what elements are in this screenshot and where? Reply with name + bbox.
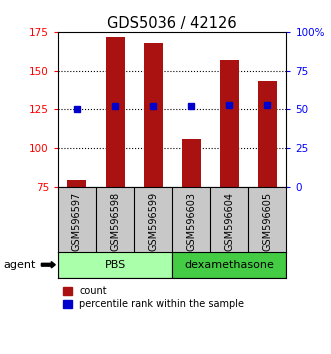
Text: GSM596605: GSM596605	[262, 192, 272, 251]
Bar	[258, 81, 277, 187]
Text: GSM596599: GSM596599	[148, 192, 158, 251]
Text: PBS: PBS	[104, 260, 126, 270]
Text: GSM596598: GSM596598	[110, 192, 120, 251]
Legend: count, percentile rank within the sample: count, percentile rank within the sample	[63, 286, 244, 309]
Bar	[220, 60, 239, 187]
Bar	[68, 181, 86, 187]
Text: GSM596604: GSM596604	[224, 192, 234, 251]
Text: dexamethasone: dexamethasone	[184, 260, 274, 270]
Title: GDS5036 / 42126: GDS5036 / 42126	[107, 16, 237, 31]
Bar	[58, 252, 172, 278]
Bar	[106, 36, 124, 187]
Text: agent: agent	[3, 260, 36, 270]
Bar	[144, 43, 163, 187]
Text: GSM596603: GSM596603	[186, 192, 196, 251]
Bar	[172, 252, 286, 278]
Text: GSM596597: GSM596597	[72, 192, 82, 251]
Bar	[182, 139, 201, 187]
